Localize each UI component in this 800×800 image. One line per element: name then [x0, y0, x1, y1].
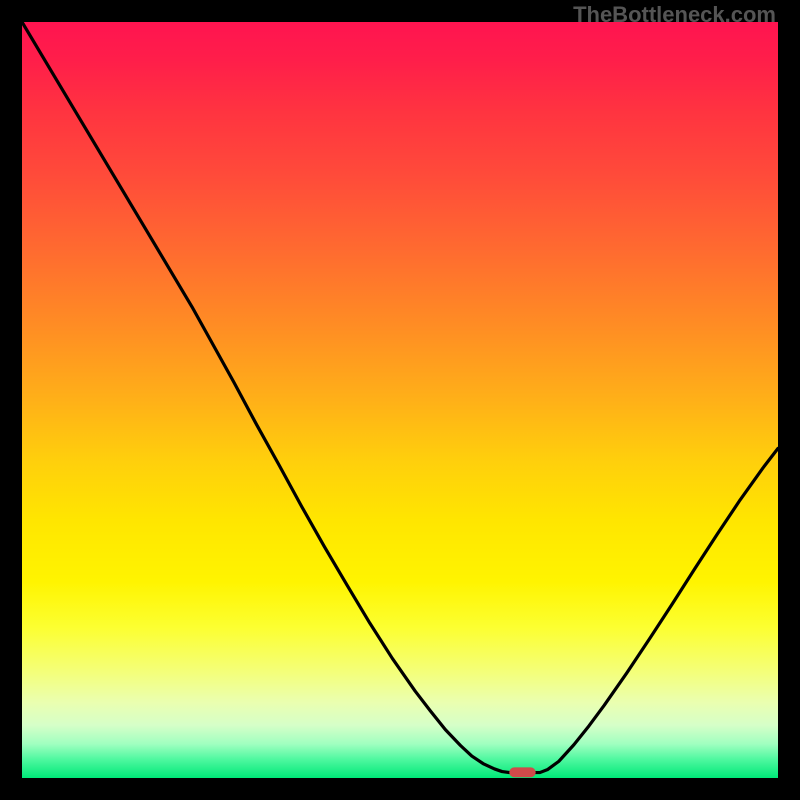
optimal-marker — [509, 767, 535, 777]
attribution-label: TheBottleneck.com — [573, 2, 776, 28]
chart-frame: TheBottleneck.com — [0, 0, 800, 800]
gradient-background — [22, 22, 778, 778]
bottleneck-chart — [22, 22, 778, 778]
plot-area — [22, 22, 778, 778]
